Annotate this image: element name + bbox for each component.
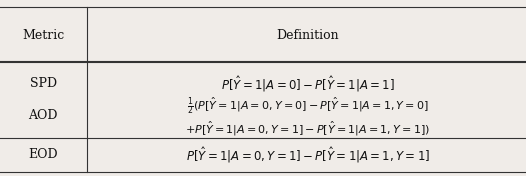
Text: Metric: Metric [22,29,64,42]
Text: $\frac{1}{2}(P[\hat{Y}=1|A=0, Y=0]-P[\hat{Y}=1|A=1, Y=0]$: $\frac{1}{2}(P[\hat{Y}=1|A=0, Y=0]-P[\ha… [187,95,429,116]
Text: $P[\hat{Y}=1|A=0]-P[\hat{Y}=1|A=1]$: $P[\hat{Y}=1|A=0]-P[\hat{Y}=1|A=1]$ [221,74,394,94]
Text: Definition: Definition [276,29,339,42]
Text: EOD: EOD [28,148,58,161]
Text: AOD: AOD [28,109,58,122]
Text: $+P[\hat{Y}=1|A=0, Y=1]-P[\hat{Y}=1|A=1, Y=1])$: $+P[\hat{Y}=1|A=0, Y=1]-P[\hat{Y}=1|A=1,… [185,119,430,138]
Text: SPD: SPD [29,77,57,90]
Text: $P[\hat{Y}=1|A=0, Y=1]-P[\hat{Y}=1|A=1, Y=1]$: $P[\hat{Y}=1|A=0, Y=1]-P[\hat{Y}=1|A=1, … [186,145,430,165]
